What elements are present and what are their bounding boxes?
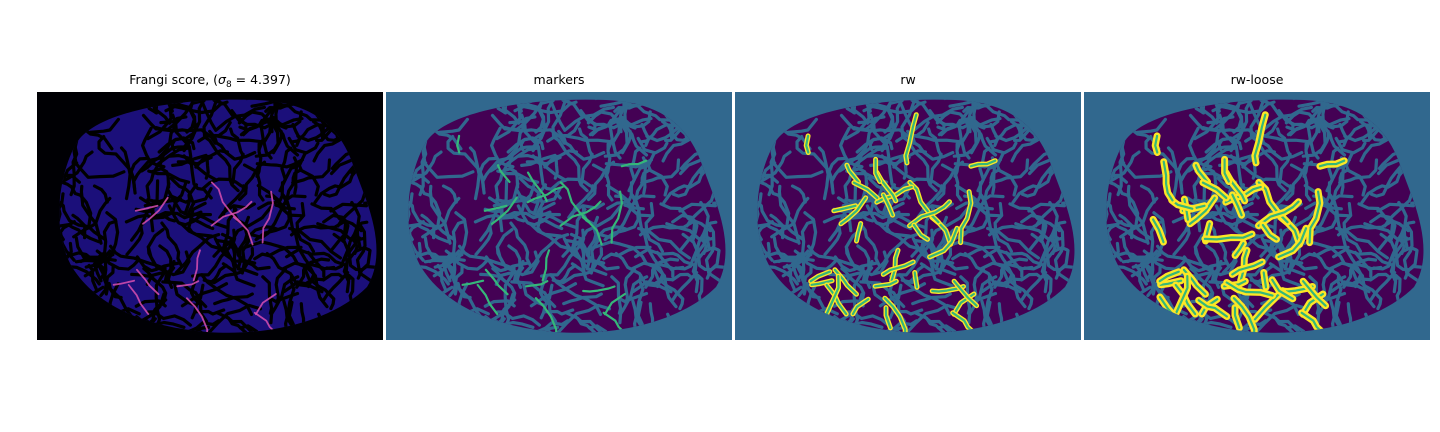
highlighted-vessels	[1149, 111, 1348, 333]
rw-image-panel	[735, 92, 1081, 340]
panel-title-markers: markers	[533, 72, 585, 87]
frangi-image-panel	[37, 92, 383, 340]
highlighted-vessels	[803, 112, 998, 333]
highlighted-vessels	[456, 134, 648, 333]
panel-title-frangi: Frangi score, (σ8 = 4.397)	[37, 72, 383, 90]
rw-image	[735, 92, 1081, 340]
markers-image	[386, 92, 732, 340]
title-subscript: 8	[225, 80, 232, 90]
panel-title-rw: rw	[900, 72, 916, 87]
markers-image-panel	[386, 92, 732, 340]
title-suffix: = 4.397)	[231, 72, 291, 87]
frangi-image	[37, 92, 383, 340]
highlighted-vessels	[112, 181, 289, 333]
panel-title-rw-loose: rw-loose	[1230, 72, 1284, 87]
title-sigma: σ	[218, 72, 226, 87]
rw-loose-image	[1084, 92, 1430, 340]
rw-loose-image-panel	[1084, 92, 1430, 340]
title-prefix: Frangi score, (	[129, 72, 219, 87]
